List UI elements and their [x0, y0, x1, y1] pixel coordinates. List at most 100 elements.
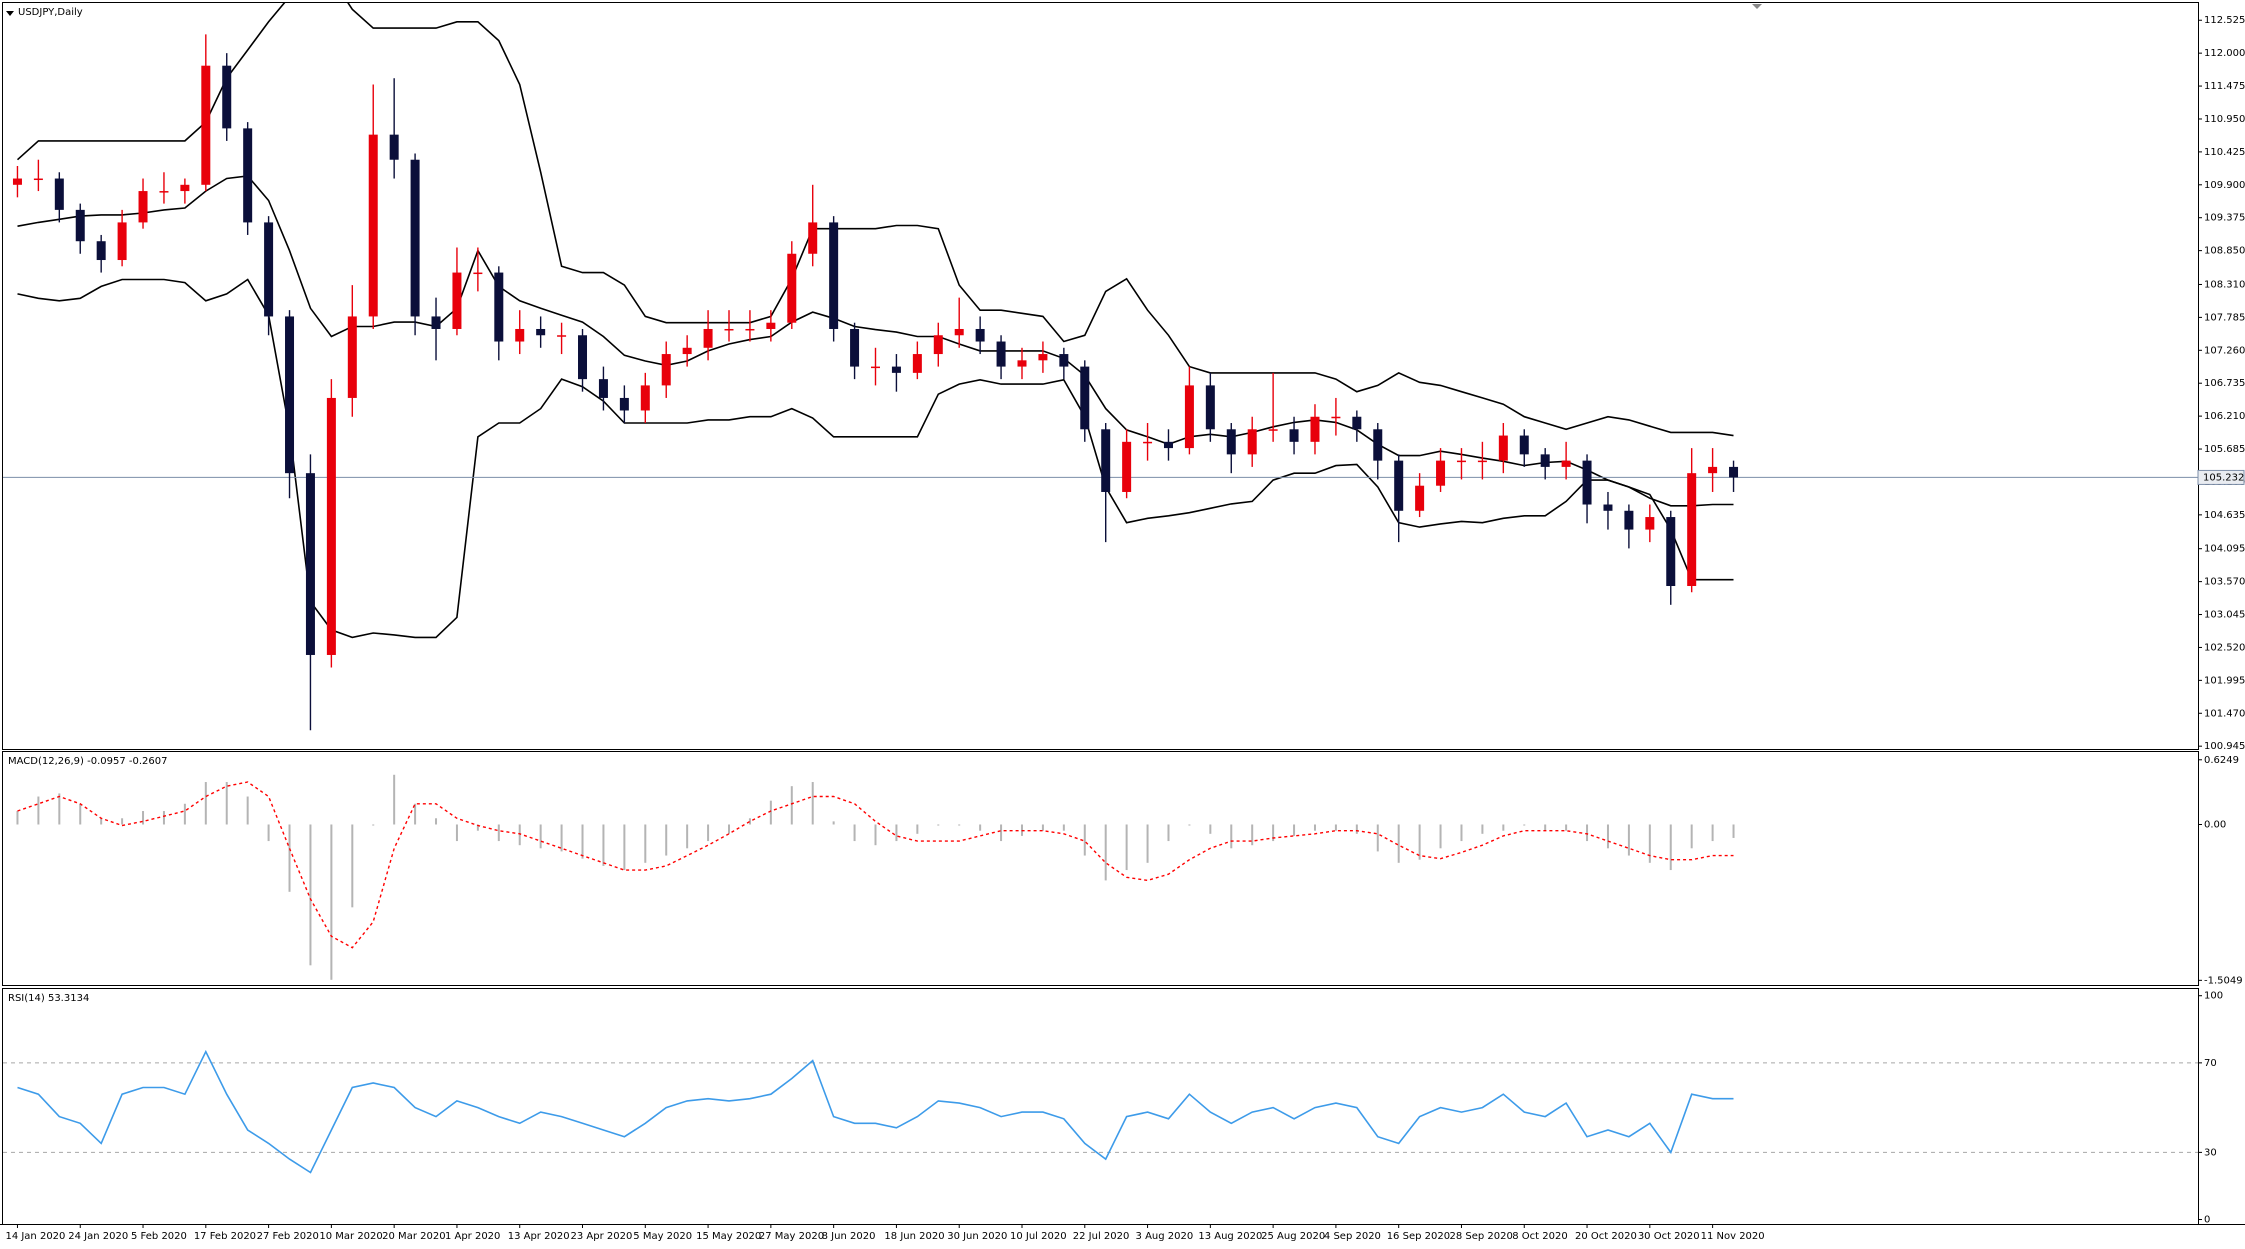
- macd-bar: [1376, 824, 1379, 852]
- candle-body: [1331, 416, 1341, 419]
- macd-bar: [1523, 824, 1526, 826]
- y-tick-label: 104.635: [2204, 510, 2245, 521]
- candle-body: [1122, 441, 1132, 492]
- macd-bar: [1104, 824, 1107, 881]
- candle-body: [12, 178, 22, 185]
- candle-body: [1163, 441, 1173, 449]
- candle-body: [598, 379, 608, 398]
- candle-body: [494, 272, 504, 342]
- macd-bar: [1439, 824, 1442, 849]
- candle-body: [1624, 510, 1634, 530]
- candle-body: [536, 328, 546, 336]
- y-tick-label: 101.470: [2204, 708, 2245, 719]
- candle-body: [33, 178, 43, 181]
- candle-body: [933, 335, 943, 355]
- candle-body: [368, 134, 378, 317]
- y-tick-label: 107.785: [2204, 312, 2245, 323]
- macd-bar: [937, 824, 940, 826]
- x-tick-label: 5 Feb 2020: [131, 1231, 187, 1242]
- candle-body: [54, 178, 64, 210]
- macd-bar: [162, 811, 165, 825]
- macd-bar: [1230, 824, 1233, 849]
- macd-bar: [1313, 824, 1316, 831]
- macd-bar: [1502, 824, 1505, 831]
- y-tick-label: 106.210: [2204, 411, 2245, 422]
- candle-body: [766, 322, 776, 329]
- candle-body: [1059, 354, 1069, 367]
- candle-body: [871, 366, 880, 369]
- y-tick-label: 104.095: [2204, 544, 2245, 555]
- y-tick-label: 30: [2204, 1147, 2217, 1158]
- x-tick-label: 8 Jun 2020: [822, 1231, 876, 1242]
- candle-body: [1436, 460, 1446, 486]
- macd-bar: [958, 824, 961, 826]
- macd-bar: [874, 824, 877, 846]
- candle-body: [1456, 460, 1466, 463]
- x-tick-label: 14 Jan 2020: [5, 1231, 65, 1242]
- bollinger-band: [16, 3, 1734, 437]
- y-tick-label: 110.425: [2204, 147, 2245, 158]
- y-tick-label: 0.6249: [2204, 755, 2239, 766]
- macd-bar: [1041, 824, 1044, 831]
- shift-marker[interactable]: [1752, 4, 1762, 9]
- x-tick-label: 10 Mar 2020: [319, 1231, 382, 1242]
- macd-bar: [1146, 824, 1149, 863]
- macd-bar: [1167, 824, 1170, 842]
- candle-body: [787, 253, 797, 323]
- macd-bar: [1083, 824, 1086, 856]
- macd-bar: [853, 824, 856, 842]
- macd-bar: [811, 782, 814, 825]
- candle-body: [1561, 460, 1571, 467]
- candle-body: [745, 328, 755, 331]
- macd-bar: [16, 811, 19, 825]
- macd-bar: [330, 824, 333, 980]
- macd-bar: [769, 800, 772, 825]
- candle-body: [1666, 517, 1676, 587]
- macd-bar: [1188, 824, 1191, 826]
- y-tick-label: 100: [2204, 991, 2223, 1002]
- candle-body: [619, 397, 629, 411]
- candle-body: [1310, 416, 1320, 442]
- macd-bar: [560, 824, 563, 852]
- candle-body: [850, 328, 860, 367]
- y-tick-label: 111.475: [2204, 81, 2245, 92]
- candle-body: [243, 128, 253, 223]
- candle-body: [829, 222, 839, 329]
- x-tick-label: 17 Feb 2020: [194, 1231, 256, 1242]
- macd-bar: [372, 824, 375, 826]
- x-tick-label: 27 Feb 2020: [257, 1231, 319, 1242]
- macd-bar: [1293, 824, 1296, 836]
- y-tick-label: 112.000: [2204, 48, 2245, 59]
- macd-bar: [1481, 824, 1484, 834]
- y-tick-label: 108.850: [2204, 246, 2245, 257]
- candle-body: [1498, 435, 1508, 461]
- x-tick-label: 20 Mar 2020: [382, 1231, 445, 1242]
- macd-bar: [121, 818, 124, 825]
- candle-body: [1205, 385, 1215, 430]
- x-tick-label: 22 Jul 2020: [1073, 1231, 1130, 1242]
- macd-bar: [1711, 824, 1714, 842]
- symbol-menu-arrow[interactable]: [6, 11, 14, 16]
- x-tick-label: 25 Aug 2020: [1261, 1231, 1325, 1242]
- bollinger-band: [17, 175, 1734, 507]
- candle-body: [1394, 460, 1404, 511]
- candle-body: [1729, 466, 1739, 478]
- y-tick-label: 110.950: [2204, 114, 2245, 125]
- macd-bar: [581, 824, 584, 859]
- y-tick-label: 103.570: [2204, 577, 2245, 588]
- macd-bar: [1669, 824, 1672, 871]
- macd-bar: [1606, 824, 1609, 849]
- rsi-title: RSI(14) 53.3134: [8, 993, 89, 1004]
- macd-bar: [916, 824, 919, 834]
- candle-body: [431, 316, 441, 329]
- candle-body: [1143, 441, 1153, 444]
- y-tick-label: 0.00: [2204, 819, 2226, 830]
- x-tick-label: 8 Oct 2020: [1512, 1231, 1567, 1242]
- candle-body: [264, 222, 274, 317]
- candle-body: [138, 191, 148, 223]
- y-tick-label: 112.525: [2204, 15, 2245, 26]
- price-panel: [2, 2, 2199, 750]
- x-tick-label: 5 May 2020: [633, 1231, 692, 1242]
